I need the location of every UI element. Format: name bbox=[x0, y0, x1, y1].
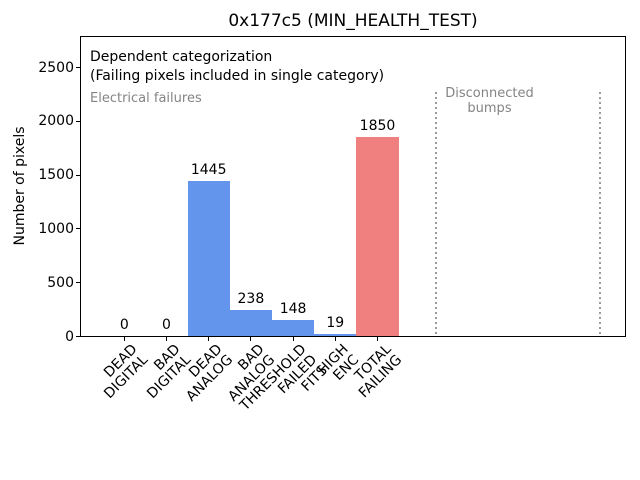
bar-value-label: 19 bbox=[326, 315, 345, 331]
divider-line bbox=[598, 92, 601, 336]
y-tick-label: 2500 bbox=[38, 59, 74, 76]
y-tick-mark bbox=[76, 174, 80, 176]
annotation-disconnected-bumps: Disconnected bumps bbox=[409, 86, 570, 116]
y-tick-mark bbox=[76, 228, 80, 230]
annotation-electrical-failures: Electrical failures bbox=[90, 91, 202, 106]
x-tick-mark bbox=[250, 337, 252, 341]
bar-value-label: 1445 bbox=[190, 162, 227, 178]
bar-value-label: 238 bbox=[237, 291, 265, 307]
disconnected-label-line-2: bumps bbox=[467, 101, 512, 116]
y-tick-label: 1500 bbox=[38, 167, 74, 184]
bar bbox=[272, 320, 315, 336]
x-tick-mark bbox=[292, 337, 294, 341]
y-tick-label: 1000 bbox=[38, 220, 74, 237]
y-tick-mark bbox=[76, 120, 80, 122]
bar-value-label: 0 bbox=[162, 317, 171, 333]
plot-area: Dependent categorization (Failing pixels… bbox=[80, 36, 626, 337]
annotation-line-2: (Failing pixels included in single categ… bbox=[90, 68, 385, 84]
y-tick-label: 2000 bbox=[38, 113, 74, 130]
chart-title: 0x177c5 (MIN_HEALTH_TEST) bbox=[228, 11, 478, 31]
bar-value-label: 0 bbox=[119, 317, 129, 333]
x-tick-mark bbox=[377, 337, 378, 341]
y-tick-mark bbox=[76, 67, 80, 68]
x-tick-mark bbox=[208, 337, 210, 341]
x-tick-mark bbox=[166, 337, 167, 341]
bar bbox=[314, 334, 357, 336]
x-tick-mark bbox=[334, 337, 336, 341]
bar bbox=[229, 310, 272, 336]
annotation-line-1: Dependent categorization bbox=[90, 49, 273, 65]
disconnected-label-line-1: Disconnected bbox=[445, 86, 534, 101]
y-tick-mark bbox=[76, 282, 80, 284]
bar-value-label: 148 bbox=[279, 301, 307, 317]
divider-line bbox=[434, 92, 437, 336]
bar-value-label: 1850 bbox=[359, 118, 396, 134]
y-tick-label: 500 bbox=[47, 274, 74, 291]
y-tick-mark bbox=[76, 336, 80, 337]
annotation-dependent-categorization: Dependent categorization (Failing pixels… bbox=[90, 48, 384, 86]
x-tick-mark bbox=[123, 337, 125, 341]
bar bbox=[356, 137, 399, 336]
y-tick-label: 0 bbox=[65, 328, 74, 345]
bar bbox=[187, 181, 230, 336]
